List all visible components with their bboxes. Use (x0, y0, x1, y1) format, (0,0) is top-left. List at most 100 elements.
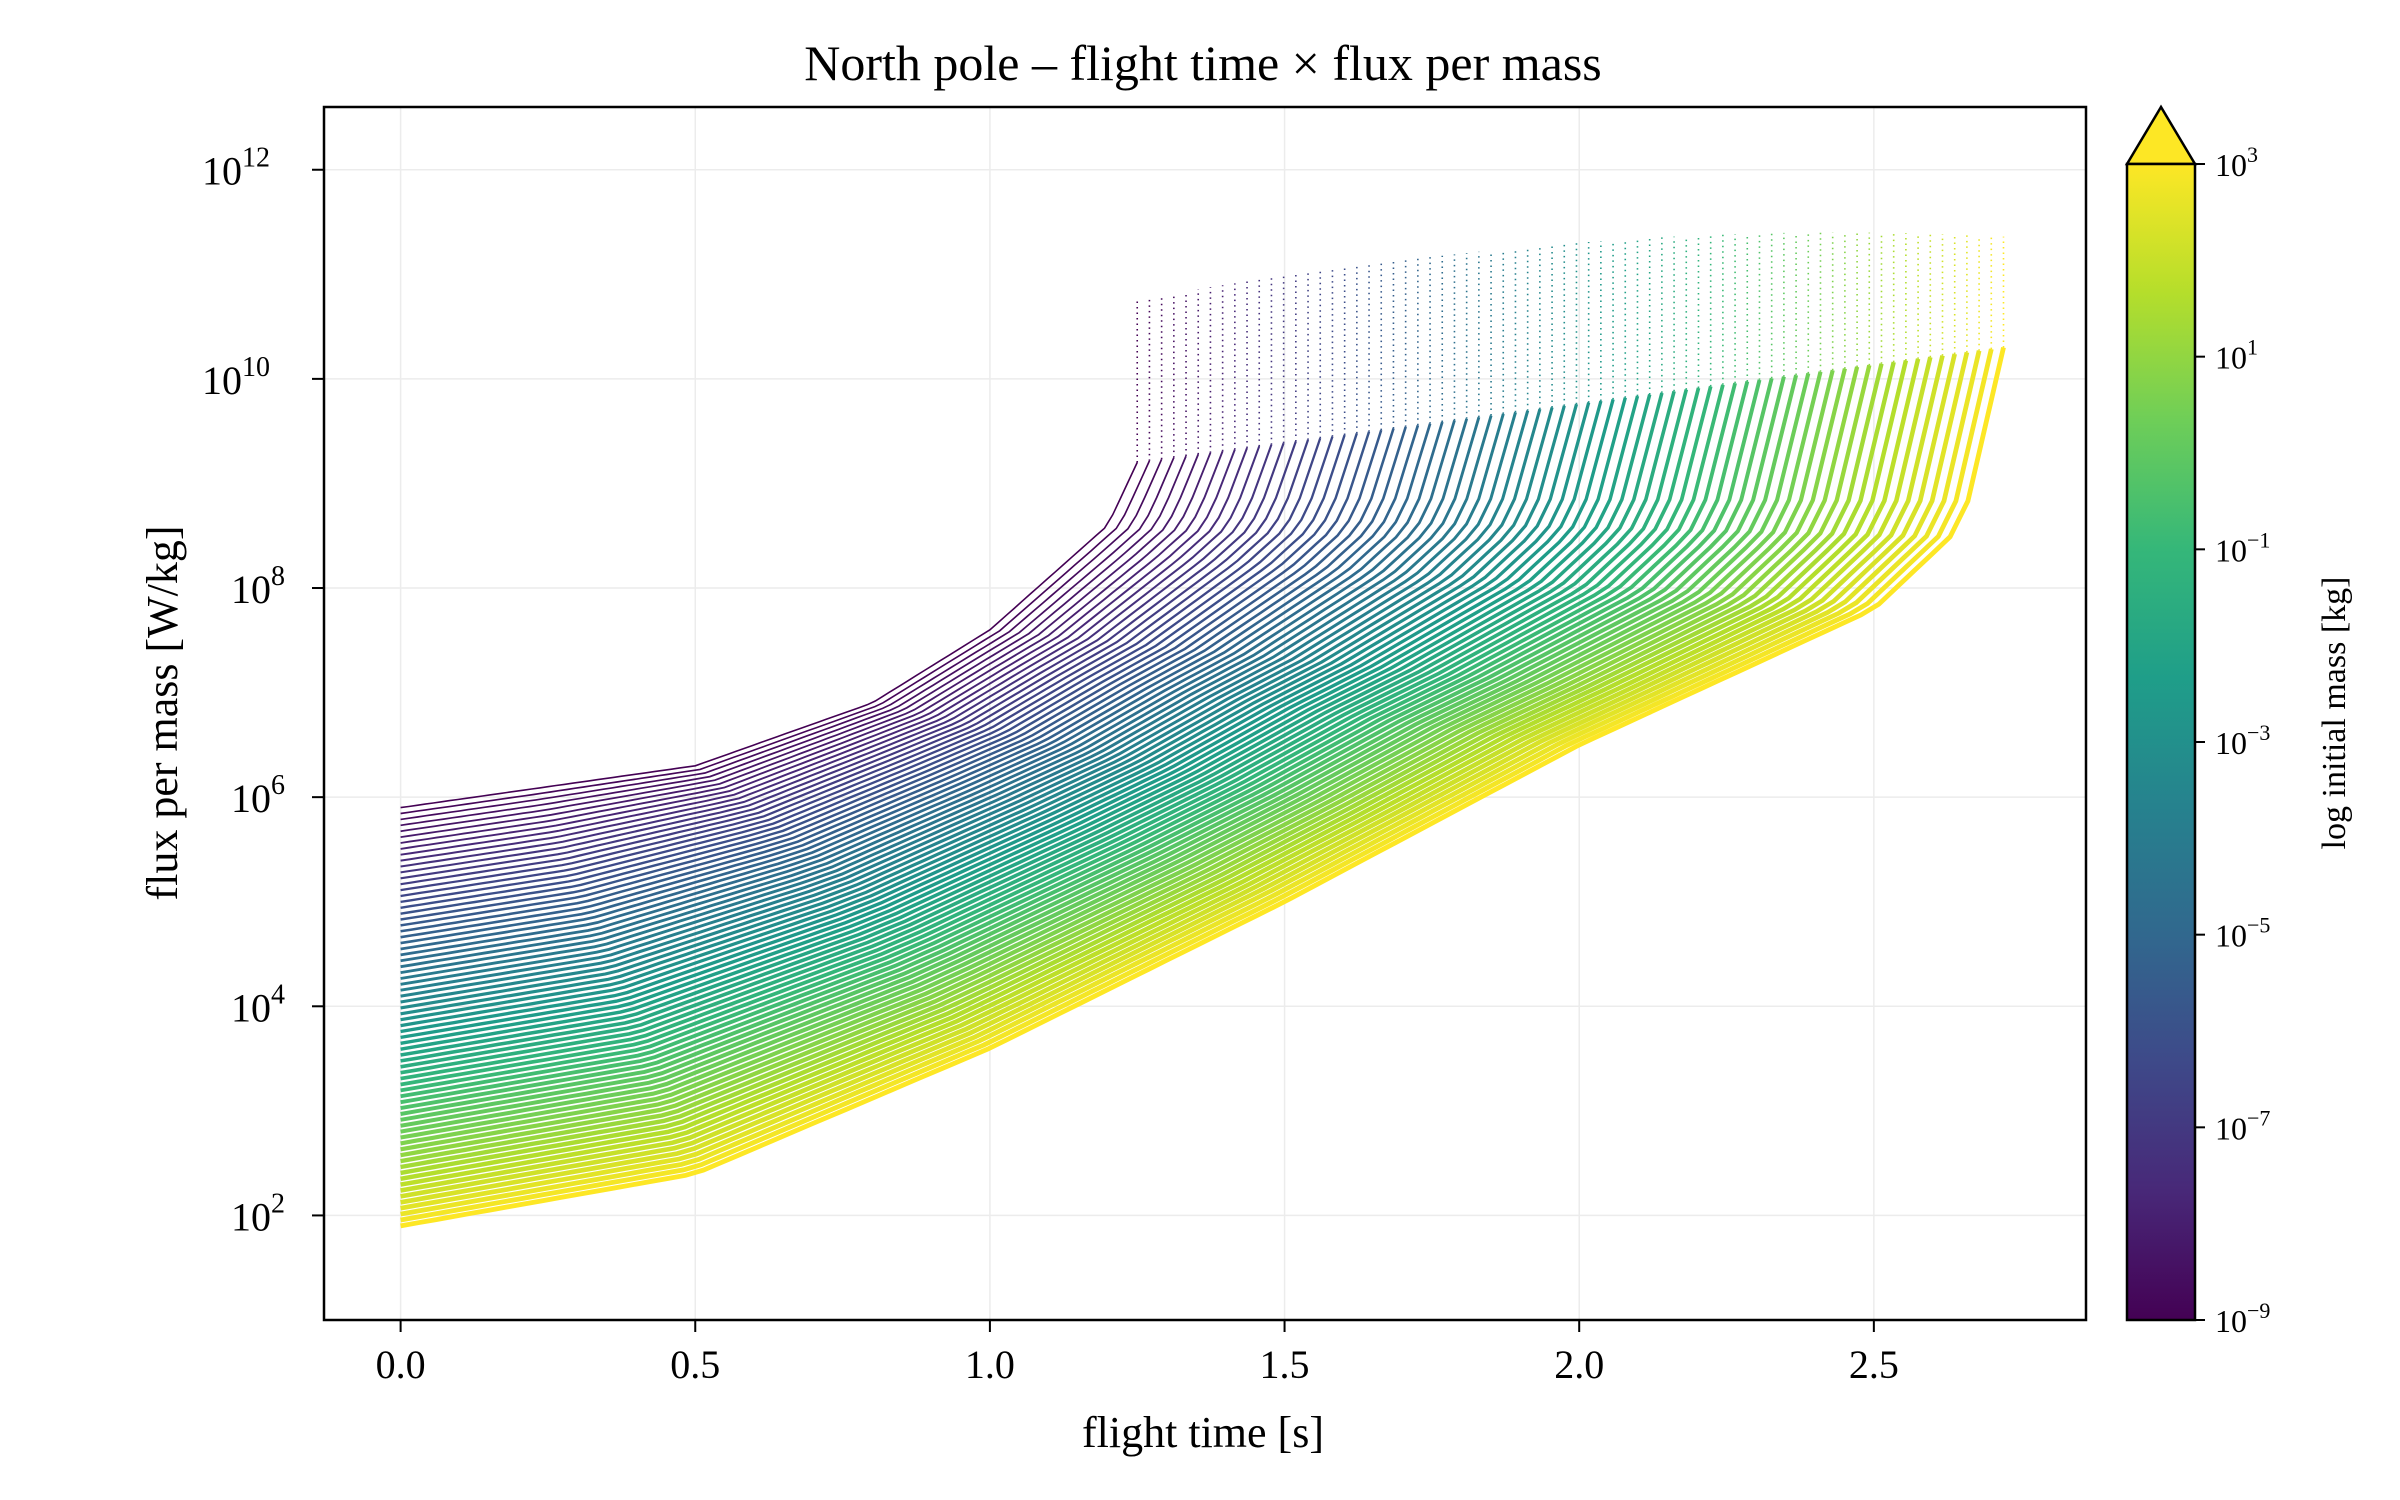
series-line (400, 416, 1481, 975)
series-line (400, 387, 1701, 1081)
series-line (400, 454, 1200, 839)
series-line (400, 395, 1640, 1051)
series-line (400, 426, 1407, 939)
x-tick-label: 0.5 (670, 1342, 720, 1387)
colorbar-tick-label: 10−1 (2215, 527, 2270, 568)
series-line (400, 418, 1469, 969)
series-line (400, 462, 1138, 809)
series-line (400, 428, 1395, 933)
series-line (400, 437, 1322, 898)
series-line (400, 374, 1799, 1128)
series-line (400, 358, 1921, 1187)
y-tick-label: 1012 (202, 143, 270, 194)
x-axis-label: flight time [s] (1082, 1408, 1324, 1457)
series-line (400, 364, 1872, 1164)
x-tick-label: 2.0 (1554, 1342, 1604, 1387)
series-line (400, 379, 1762, 1111)
series-line (400, 445, 1261, 868)
series-line (400, 455, 1187, 833)
series-line (400, 408, 1542, 1004)
series-line (400, 460, 1151, 815)
x-tick-label: 0.0 (376, 1342, 426, 1387)
y-tick-label: 108 (231, 561, 285, 612)
series-line (400, 382, 1737, 1099)
series-line (400, 381, 1750, 1105)
series-line (400, 436, 1334, 904)
series-line (400, 390, 1676, 1069)
series-line (400, 405, 1566, 1016)
colorbar-tick-label: 101 (2215, 335, 2258, 376)
series-line (400, 346, 2006, 1229)
y-axis: 102 104 106 108 1010 1012 (202, 143, 324, 1239)
colorbar-tick-label: 103 (2215, 142, 2258, 183)
series-line (400, 434, 1346, 909)
x-tick-label: 1.5 (1260, 1342, 1310, 1387)
colorbar-gradient (2125, 162, 2197, 1322)
series-line (400, 350, 1982, 1217)
series-line (400, 385, 1713, 1087)
series-line (400, 369, 1835, 1146)
series-line (400, 394, 1652, 1057)
series-line (400, 410, 1530, 998)
series-line (400, 356, 1933, 1193)
series-line (400, 413, 1505, 986)
y-tick-label: 102 (231, 1188, 285, 1239)
series-line (400, 431, 1371, 921)
series-line (400, 402, 1591, 1028)
series-line (400, 389, 1689, 1075)
series-line (400, 348, 1994, 1223)
series-line (400, 423, 1432, 951)
colorbar-tick-label: 10−3 (2215, 720, 2270, 761)
y-tick-label: 1010 (202, 352, 270, 403)
x-axis: 0.0 0.5 1.0 1.5 2.0 2.5 (376, 1320, 1899, 1387)
series-line (400, 353, 1957, 1205)
series-line (400, 449, 1236, 856)
series-line (400, 450, 1224, 850)
series-line (400, 429, 1383, 927)
series-line (400, 397, 1627, 1045)
colorbar: log initial mass [kg] 10−9 10−7 10−5 10−3 10… (2124, 104, 2353, 1339)
series-line (400, 384, 1725, 1093)
series-line (400, 415, 1493, 980)
series-line (400, 368, 1847, 1152)
axes-frame (322, 105, 2088, 1322)
series-line (400, 458, 1163, 821)
series-line (400, 447, 1248, 862)
series-line (400, 433, 1358, 915)
series-line (400, 366, 1860, 1158)
series-line (400, 376, 1786, 1122)
colorbar-label: log initial mass [kg] (2316, 577, 2353, 850)
series-line (400, 351, 1970, 1211)
series-line (400, 371, 1823, 1140)
colorbar-extend-arrow (2124, 104, 2198, 166)
series-line (400, 407, 1554, 1010)
series-line (400, 400, 1603, 1034)
colorbar-tick-label: 10−5 (2215, 913, 2270, 954)
series-line (400, 377, 1774, 1116)
series-line (400, 411, 1517, 992)
x-tick-label: 2.5 (1849, 1342, 1899, 1387)
series-line (400, 457, 1175, 827)
plot-area (400, 232, 2006, 1229)
series-line (400, 439, 1310, 892)
series-line (400, 424, 1420, 945)
series-line (400, 392, 1664, 1063)
series-line (400, 403, 1579, 1022)
y-tick-label: 104 (231, 979, 285, 1030)
series-line (400, 444, 1273, 874)
y-tick-label: 106 (231, 770, 285, 821)
series-line (400, 421, 1444, 957)
series-line (400, 372, 1811, 1134)
colorbar-tick-label: 10−7 (2215, 1105, 2270, 1146)
series-line (400, 359, 1909, 1181)
series-line (400, 452, 1212, 844)
series-line (400, 355, 1945, 1199)
series-line (400, 398, 1615, 1040)
x-tick-label: 1.0 (965, 1342, 1015, 1387)
series-line (400, 361, 1896, 1176)
series-line (400, 363, 1884, 1170)
y-axis-label: flux per mass [W/kg] (138, 525, 187, 900)
series-line (400, 420, 1456, 963)
colorbar-tick-label: 10−9 (2215, 1298, 2270, 1339)
